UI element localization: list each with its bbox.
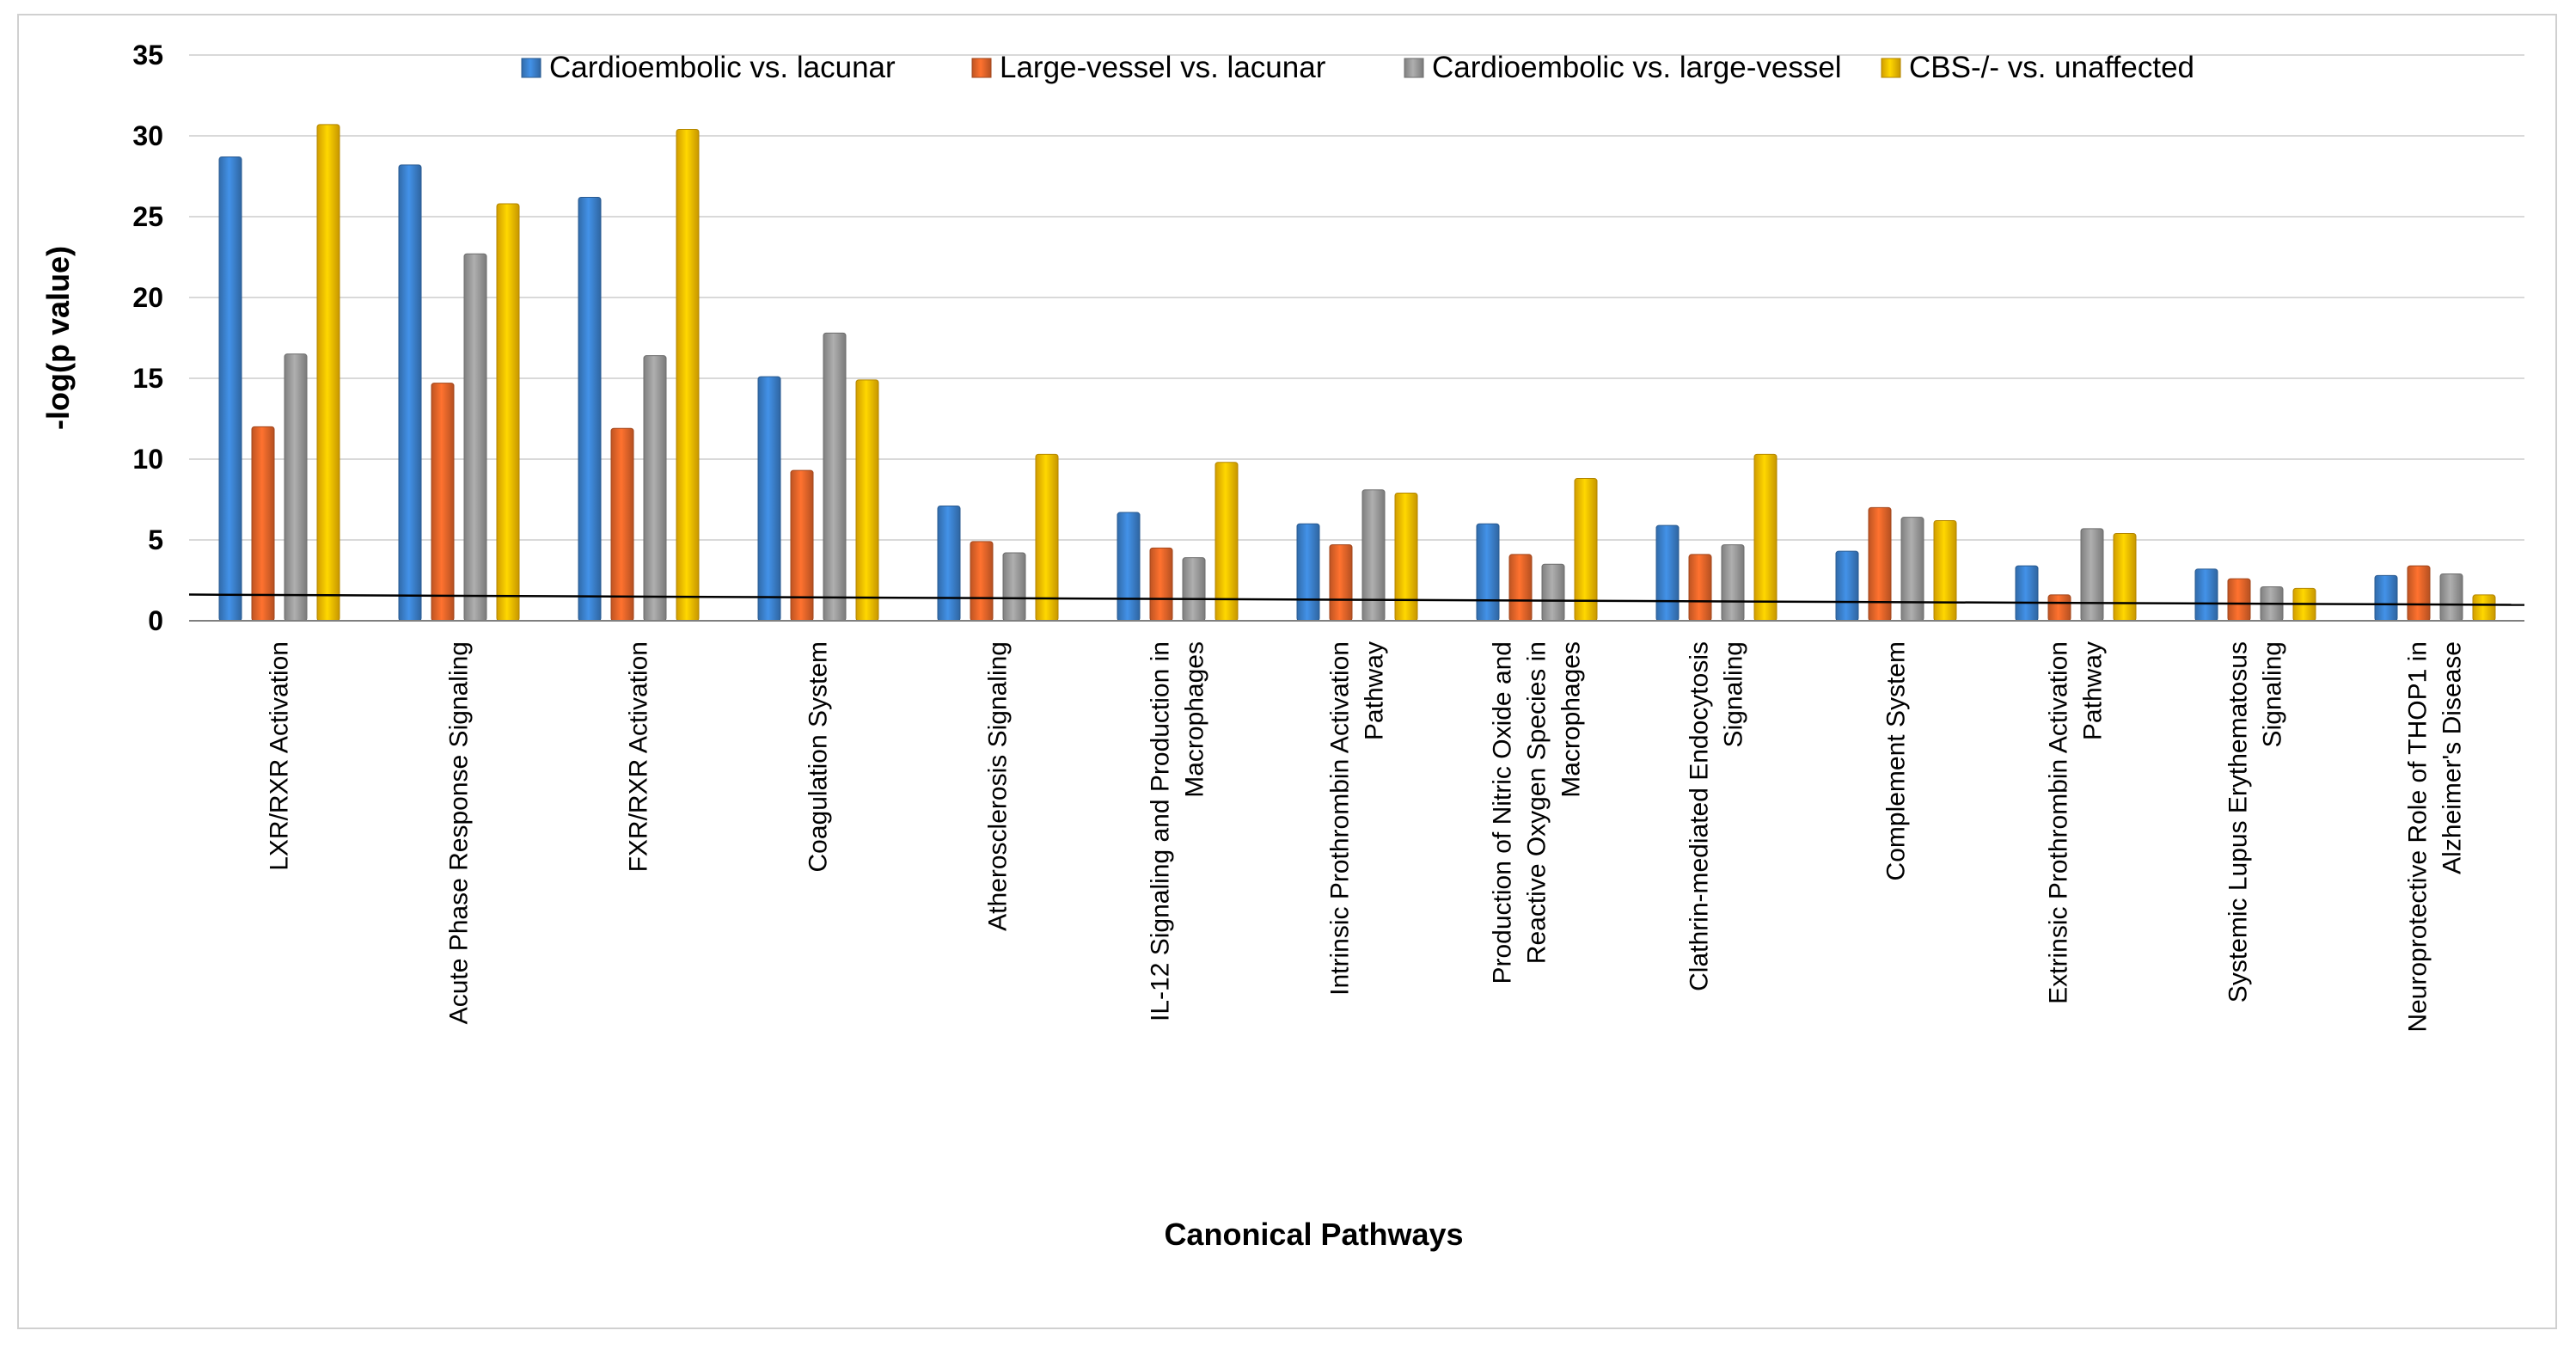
bar xyxy=(2439,573,2463,622)
bar xyxy=(676,128,700,622)
bar xyxy=(2047,594,2071,622)
y-tick-label: 30 xyxy=(132,120,163,151)
bar xyxy=(823,332,847,622)
bar xyxy=(757,376,781,622)
bar xyxy=(1753,453,1778,622)
legend-label: CBS-/- vs. unaffected xyxy=(1909,51,2194,84)
bar xyxy=(1329,544,1353,622)
category-label: Production of Nitric Oxide and Reactive O… xyxy=(1489,641,1586,984)
category-labels: LXR/RXR Activation Acute Phase Response S… xyxy=(266,641,2467,1033)
bar xyxy=(1476,523,1500,622)
legend-label: Cardioembolic vs. large-vessel xyxy=(1432,51,1842,84)
bar xyxy=(970,541,994,622)
bar xyxy=(1508,554,1533,622)
bar xyxy=(937,506,961,622)
bar xyxy=(1361,489,1386,622)
legend-swatch xyxy=(521,58,542,78)
threshold-line xyxy=(188,593,2525,606)
bar xyxy=(1182,557,1206,622)
bar xyxy=(1002,552,1026,622)
bar xyxy=(1655,524,1680,622)
y-tick-label: 15 xyxy=(132,363,163,394)
x-axis-title: Canonical Pathways xyxy=(1164,1217,1463,1252)
category-label: Atherosclerosis Signaling xyxy=(984,641,1013,931)
bar xyxy=(2227,578,2251,622)
bar xyxy=(284,353,308,622)
bar xyxy=(496,203,520,622)
legend-swatch xyxy=(1881,58,1901,78)
legend-swatch xyxy=(971,58,992,78)
category-label: Neuroprotective Role of THOP1 in Alzheime… xyxy=(2404,641,2467,1033)
bar xyxy=(1149,547,1173,622)
category-label: Complement System xyxy=(1882,641,1911,880)
bar xyxy=(2113,532,2137,622)
bar-chart: 0 5 10 15 20 25 30 35 LXR/RXR Activation Acute P… xyxy=(40,40,2525,1252)
category-label: Intrinsic Prothrombin Activation Pathway xyxy=(1326,641,1389,996)
bar xyxy=(2374,574,2398,622)
bar xyxy=(1721,544,1745,622)
chart-frame: 0 5 10 15 20 25 30 35 LXR/RXR Activation Acute P… xyxy=(17,14,2557,1329)
category-label: LXR/RXR Activation xyxy=(266,641,294,871)
legend-swatch xyxy=(1404,58,1424,78)
y-tick-label: 20 xyxy=(132,282,163,313)
category-label: Extrinsic Prothrombin Activation Pathway xyxy=(2045,641,2108,1004)
bar xyxy=(1215,462,1239,622)
y-tick-label: 5 xyxy=(148,524,163,555)
axes: 0 5 10 15 20 25 30 35 xyxy=(132,40,2524,636)
bar xyxy=(1541,563,1565,622)
legend-label: Large-vessel vs. lacunar xyxy=(1000,51,1326,84)
y-tick-label: 25 xyxy=(132,201,163,232)
bar xyxy=(1688,554,1712,622)
bar xyxy=(1868,506,1892,622)
bar xyxy=(2015,565,2039,622)
bar xyxy=(251,426,275,622)
bar xyxy=(2194,568,2218,622)
bar xyxy=(463,253,487,622)
bar xyxy=(855,379,879,622)
category-label: Acute Phase Response Signaling xyxy=(445,641,474,1024)
bar xyxy=(2080,528,2104,622)
category-label: Coagulation System xyxy=(805,641,833,872)
y-tick-label: 0 xyxy=(148,605,163,636)
y-tick-label: 35 xyxy=(132,40,163,71)
bar xyxy=(1900,517,1924,622)
bar xyxy=(2407,565,2431,622)
bar xyxy=(2472,594,2496,622)
bar xyxy=(610,427,634,622)
bar xyxy=(1933,519,1957,622)
bar xyxy=(1117,512,1141,622)
bar xyxy=(1394,492,1418,622)
bar xyxy=(316,124,340,622)
bar xyxy=(1574,478,1598,622)
bar xyxy=(1296,523,1320,622)
legend-label: Cardioembolic vs. lacunar xyxy=(549,51,896,84)
category-label: IL-12 Signaling and Production in Macroph… xyxy=(1147,641,1209,1021)
bars xyxy=(188,124,2525,622)
bar xyxy=(643,355,667,622)
y-axis-title: -log(p value) xyxy=(40,246,76,430)
category-label: Systemic Lupus Erythematosus Signaling xyxy=(2224,641,2287,1003)
legend: Cardioembolic vs. lacunar Large-vessel vs… xyxy=(521,51,2194,84)
y-tick-label: 10 xyxy=(132,444,163,475)
bar xyxy=(578,196,602,622)
category-label: FXR/RXR Activation xyxy=(625,641,653,872)
bar xyxy=(431,383,455,622)
bar xyxy=(1835,550,1859,622)
bar xyxy=(218,156,242,622)
bar xyxy=(1035,453,1059,622)
bar xyxy=(398,164,422,622)
gridlines xyxy=(189,54,2524,541)
category-label: Clathrin-mediated Endocytosis Signaling xyxy=(1686,641,1748,991)
